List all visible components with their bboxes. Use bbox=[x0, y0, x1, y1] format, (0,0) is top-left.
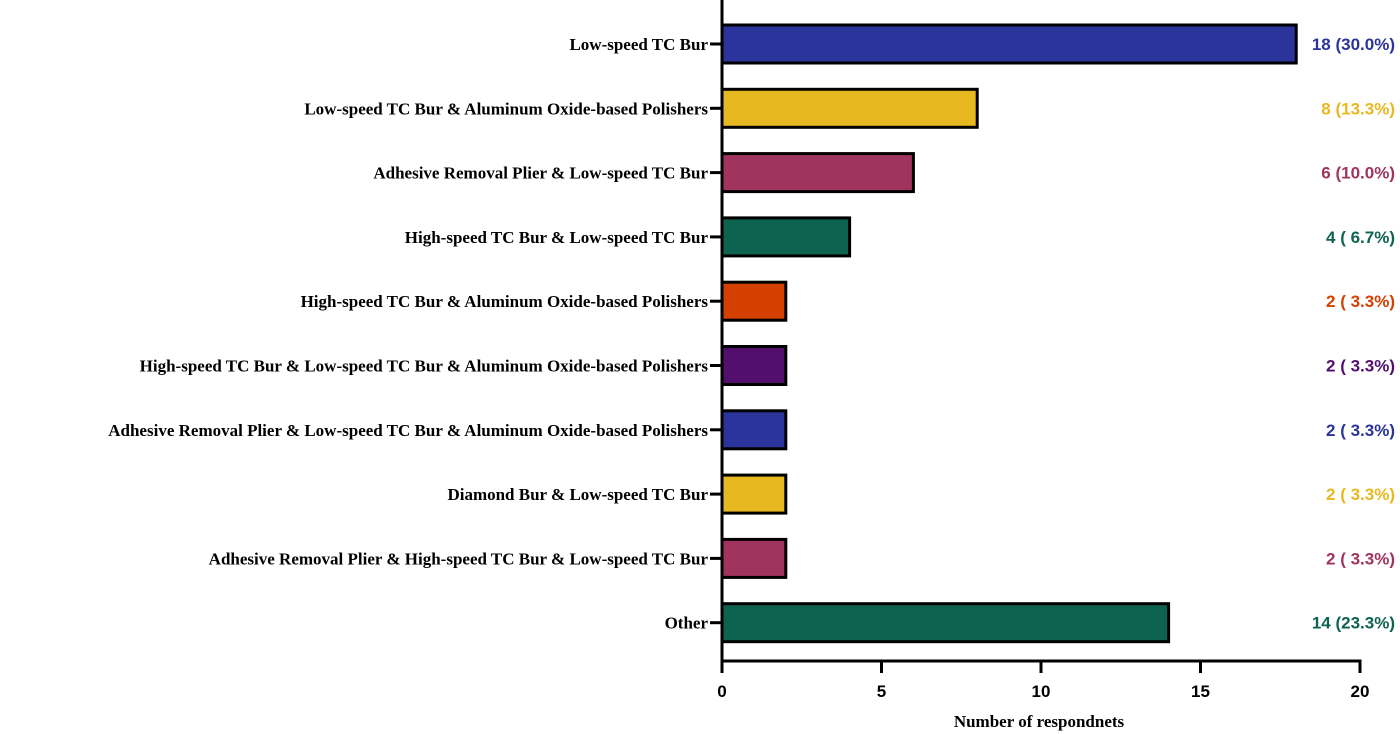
data-label: 2 ( 3.3%) bbox=[1326, 421, 1395, 440]
category-label: Adhesive Removal Plier & Low-speed TC Bu… bbox=[373, 164, 708, 183]
axes-group: 0 5 10 15 20 bbox=[710, 0, 1369, 701]
bar bbox=[720, 409, 788, 451]
bar bbox=[720, 23, 1298, 65]
x-tick-label: 0 bbox=[717, 682, 726, 701]
category-label: Adhesive Removal Plier & Low-speed TC Bu… bbox=[108, 421, 708, 440]
x-tick-label: 10 bbox=[1032, 682, 1051, 701]
bar bbox=[720, 345, 788, 386]
category-label: High-speed TC Bur & Aluminum Oxide-based… bbox=[301, 292, 709, 311]
category-label: Diamond Bur & Low-speed TC Bur bbox=[447, 485, 708, 504]
data-label: 2 ( 3.3%) bbox=[1326, 292, 1395, 311]
bar bbox=[720, 152, 915, 194]
value-labels-group: 18 (30.0%) 8 (13.3%) 6 (10.0%) 4 ( 6.7%) 2 (… bbox=[1312, 35, 1395, 633]
bar bbox=[720, 280, 788, 322]
bar bbox=[720, 602, 1171, 644]
data-label: 6 (10.0%) bbox=[1321, 164, 1395, 183]
bar bbox=[720, 473, 788, 515]
category-labels-group: Low-speed TC Bur Low-speed TC Bur & Alumi… bbox=[108, 35, 708, 633]
data-label: 4 ( 6.7%) bbox=[1326, 228, 1395, 247]
data-label: 14 (23.3%) bbox=[1312, 614, 1395, 633]
data-label: 2 ( 3.3%) bbox=[1326, 357, 1395, 376]
category-label: High-speed TC Bur & Low-speed TC Bur & A… bbox=[140, 357, 709, 376]
x-axis-title: Number of respondnets bbox=[954, 712, 1125, 731]
category-label: High-speed TC Bur & Low-speed TC Bur bbox=[405, 228, 709, 247]
data-label: 8 (13.3%) bbox=[1321, 99, 1395, 118]
bar bbox=[720, 87, 979, 129]
category-label: Adhesive Removal Plier & High-speed TC B… bbox=[209, 549, 709, 568]
x-tick-label: 15 bbox=[1191, 682, 1210, 701]
bar bbox=[720, 537, 788, 579]
bar bbox=[720, 216, 852, 258]
bars-group bbox=[720, 23, 1298, 644]
x-tick-label: 20 bbox=[1351, 682, 1370, 701]
category-label: Low-speed TC Bur bbox=[569, 35, 708, 54]
category-label: Low-speed TC Bur & Aluminum Oxide-based … bbox=[304, 99, 708, 118]
data-label: 18 (30.0%) bbox=[1312, 35, 1395, 54]
x-tick-label: 5 bbox=[877, 682, 886, 701]
category-label: Other bbox=[665, 614, 709, 633]
data-label: 2 ( 3.3%) bbox=[1326, 485, 1395, 504]
data-label: 2 ( 3.3%) bbox=[1326, 549, 1395, 568]
